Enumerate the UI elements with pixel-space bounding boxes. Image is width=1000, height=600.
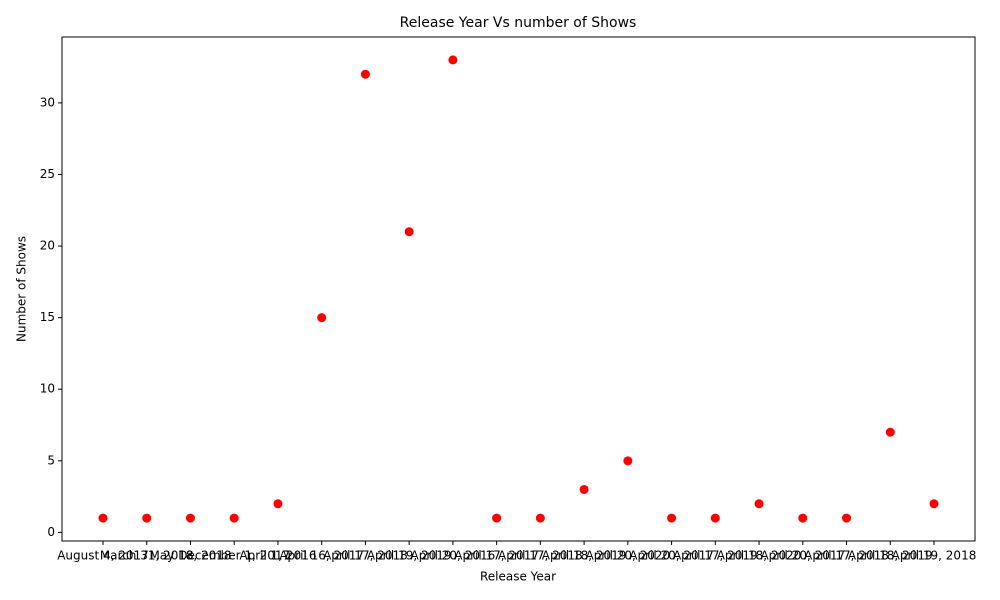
x-tick-label: March 31, 2018 bbox=[100, 549, 194, 563]
point bbox=[754, 499, 764, 509]
point bbox=[623, 456, 633, 466]
x-tick-label: April 16, 2017 bbox=[279, 549, 364, 563]
point bbox=[404, 227, 414, 237]
y-tick-label: 15 bbox=[40, 310, 55, 324]
x-tick-label: April 18, 2020 bbox=[717, 549, 802, 563]
x-tick-label: April 17, 2017 bbox=[454, 549, 539, 563]
x-tick-label: May 18, 2018 bbox=[149, 549, 231, 563]
x-tick-label: August 4, 2017 bbox=[57, 549, 149, 563]
point bbox=[448, 55, 458, 65]
y-axis-label: Number of Shows bbox=[15, 236, 29, 342]
point bbox=[798, 513, 808, 523]
point bbox=[842, 513, 852, 523]
x-tick-label: April 19, 2019 bbox=[367, 549, 452, 563]
x-tick-label: April 20, 2020 bbox=[585, 549, 670, 563]
x-tick-label: April 17, 2018 bbox=[498, 549, 583, 563]
x-tick-label: April 17, 2018 bbox=[323, 549, 408, 563]
y-tick-label: 20 bbox=[40, 239, 55, 253]
point bbox=[317, 313, 327, 323]
y-tick-label: 0 bbox=[47, 525, 55, 539]
y-tick-label: 25 bbox=[40, 167, 55, 181]
y-tick-label: 30 bbox=[40, 95, 55, 109]
x-tick-label: April 20, 2017 bbox=[629, 549, 714, 563]
x-tick-label: December 1, 2017 bbox=[178, 549, 290, 563]
point bbox=[885, 427, 895, 437]
point bbox=[667, 513, 677, 523]
point bbox=[273, 499, 283, 509]
point bbox=[142, 513, 152, 523]
point bbox=[360, 69, 370, 79]
y-tick-label: 5 bbox=[47, 453, 55, 467]
point bbox=[185, 513, 195, 523]
x-tick-label: April 19, 2018 bbox=[892, 549, 977, 563]
plot-frame bbox=[61, 36, 976, 542]
point bbox=[492, 513, 502, 523]
y-tick-label: 10 bbox=[40, 382, 55, 396]
x-tick-label: April 18, 2019 bbox=[848, 549, 933, 563]
point bbox=[710, 513, 720, 523]
point bbox=[579, 484, 589, 494]
x-tick-label: April 1, 2016 bbox=[239, 549, 316, 563]
point bbox=[535, 513, 545, 523]
chart-title: Release Year Vs number of Shows bbox=[400, 15, 637, 31]
x-tick-label: April 20, 2016 bbox=[411, 549, 496, 563]
point bbox=[929, 499, 939, 509]
x-tick-label: April 20, 2017 bbox=[760, 549, 845, 563]
x-tick-label: April 17, 2018 bbox=[804, 549, 889, 563]
x-tick-label: April 17, 2019 bbox=[673, 549, 758, 563]
point bbox=[98, 513, 108, 523]
x-axis-label: Release Year bbox=[480, 570, 556, 584]
point bbox=[229, 513, 239, 523]
x-tick-label: April 18, 2019 bbox=[542, 549, 627, 563]
